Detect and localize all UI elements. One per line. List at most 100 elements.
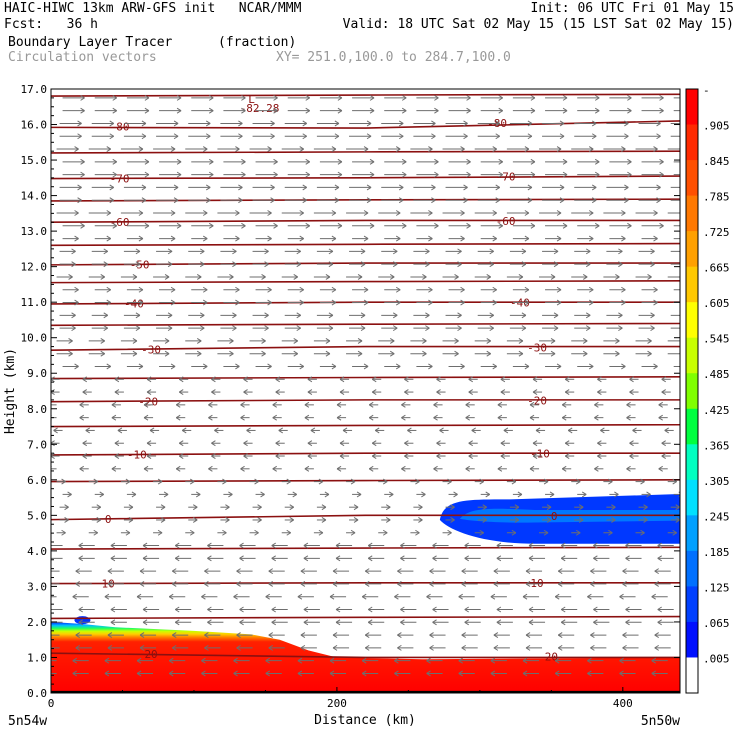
wind-vector-head [78, 606, 84, 613]
wind-vector-head [554, 670, 560, 677]
wind-vector-head [104, 593, 110, 600]
x-tick-label: 0 [48, 697, 55, 710]
wind-vector-head [241, 222, 246, 229]
wind-vector-head [328, 261, 334, 268]
wind-vector-head [640, 529, 645, 536]
wind-vector-head [436, 376, 441, 383]
wind-vector-head [80, 107, 85, 114]
wind-vector-head [189, 478, 195, 485]
wind-vector-head [433, 401, 438, 408]
y-tick-label: 9.0 [27, 367, 47, 380]
wind-vector-head [400, 619, 405, 626]
wind-vector-head [302, 133, 307, 140]
wind-vector-head [268, 632, 273, 639]
wind-vector-head [207, 555, 212, 562]
wind-vector-head [307, 453, 313, 459]
plot-area [51, 89, 680, 693]
wind-vector-head [454, 350, 459, 357]
isotherm-unlabeled-4 [51, 280, 680, 284]
wind-vector-head [173, 120, 179, 127]
wind-vector-head [498, 158, 503, 165]
isotherm-label: -30 [141, 344, 161, 357]
wind-vector-head [653, 299, 658, 306]
wind-vector-head [273, 222, 278, 229]
wind-vector-head [132, 337, 138, 344]
wind-vector-head [229, 274, 234, 280]
wind-vector-head [275, 440, 280, 447]
wind-vector-head [366, 120, 372, 127]
isotherm-minimum-value: -82.28 [240, 102, 280, 115]
wind-vector-head [170, 363, 176, 370]
wind-vector-head [395, 146, 401, 152]
wind-vector-head [303, 555, 309, 562]
wind-vector-head [492, 286, 497, 293]
wind-vector-head [80, 222, 85, 229]
wind-vector-head [594, 401, 599, 408]
wind-vector-head [556, 210, 562, 216]
isotherm-unlabeled-3 [51, 242, 680, 247]
wind-vector-head [374, 427, 380, 434]
wind-vector-head [582, 337, 588, 344]
wind-vector-head [142, 606, 148, 613]
wind-vector-head [328, 325, 334, 332]
wind-vector-head [271, 606, 276, 613]
colorbar-frame [685, 88, 699, 694]
colorbar-label: .245 [703, 510, 730, 523]
wind-vector-head [171, 644, 177, 651]
wind-vector-head [524, 286, 530, 293]
wind-vector-head [164, 350, 170, 357]
wind-vector-head [629, 376, 634, 383]
colorbar-label: .725 [703, 226, 730, 239]
wind-vector-head [591, 133, 597, 140]
wind-vector-head [353, 504, 359, 511]
wind-vector-head [675, 504, 680, 511]
wind-vector-head [369, 158, 375, 165]
wind-vector-head [332, 632, 338, 639]
wind-vector-head [457, 261, 462, 268]
wind-vector-head [261, 274, 266, 280]
wind-vector-head [593, 542, 598, 549]
wind-vector-head [337, 158, 343, 165]
wind-vector-head [421, 491, 426, 498]
wind-vector-head [41, 594, 45, 599]
colorbar-swatch [686, 550, 698, 587]
wind-vector-head [141, 197, 147, 204]
wind-vector-head [619, 670, 624, 677]
wind-vector-head [299, 146, 304, 152]
wind-vector-head [647, 274, 652, 280]
wind-vector-head [460, 299, 465, 306]
wind-vector-head [125, 478, 131, 485]
y-tick-label: 4.0 [27, 545, 47, 558]
wind-vector-head [170, 286, 176, 293]
wind-vector-head [64, 504, 69, 511]
wind-vector-head [556, 286, 562, 293]
wind-vector-head [302, 184, 307, 191]
wind-vector-head [114, 389, 120, 395]
wind-vector-head [260, 491, 265, 498]
wind-vector-head [273, 94, 278, 101]
wind-vector-head [77, 184, 82, 191]
wind-vector-head [479, 478, 484, 485]
wind-vector-head [235, 235, 240, 242]
wind-vector-head [385, 517, 391, 523]
wind-vector-head [554, 657, 560, 664]
wind-vector-head [334, 120, 340, 127]
wind-vector-head [173, 197, 179, 204]
wind-vector-head [79, 465, 85, 472]
wind-vector-head [299, 286, 304, 293]
wind-vector-head [431, 120, 436, 127]
wind-vector-head [336, 414, 342, 421]
wind-vector-head [196, 274, 202, 280]
wind-vector-head [233, 670, 238, 677]
wind-vector-head [600, 427, 605, 434]
wind-vector-head [109, 120, 115, 127]
wind-vector-head [590, 644, 595, 651]
wind-vector-head [561, 465, 567, 472]
wind-vector-head [656, 133, 661, 140]
wind-vector-head [331, 286, 337, 293]
colorbar-swatch [686, 195, 698, 232]
wind-vector-head [465, 401, 470, 408]
wind-vector-head [678, 491, 680, 498]
wind-vector-head [562, 158, 568, 165]
